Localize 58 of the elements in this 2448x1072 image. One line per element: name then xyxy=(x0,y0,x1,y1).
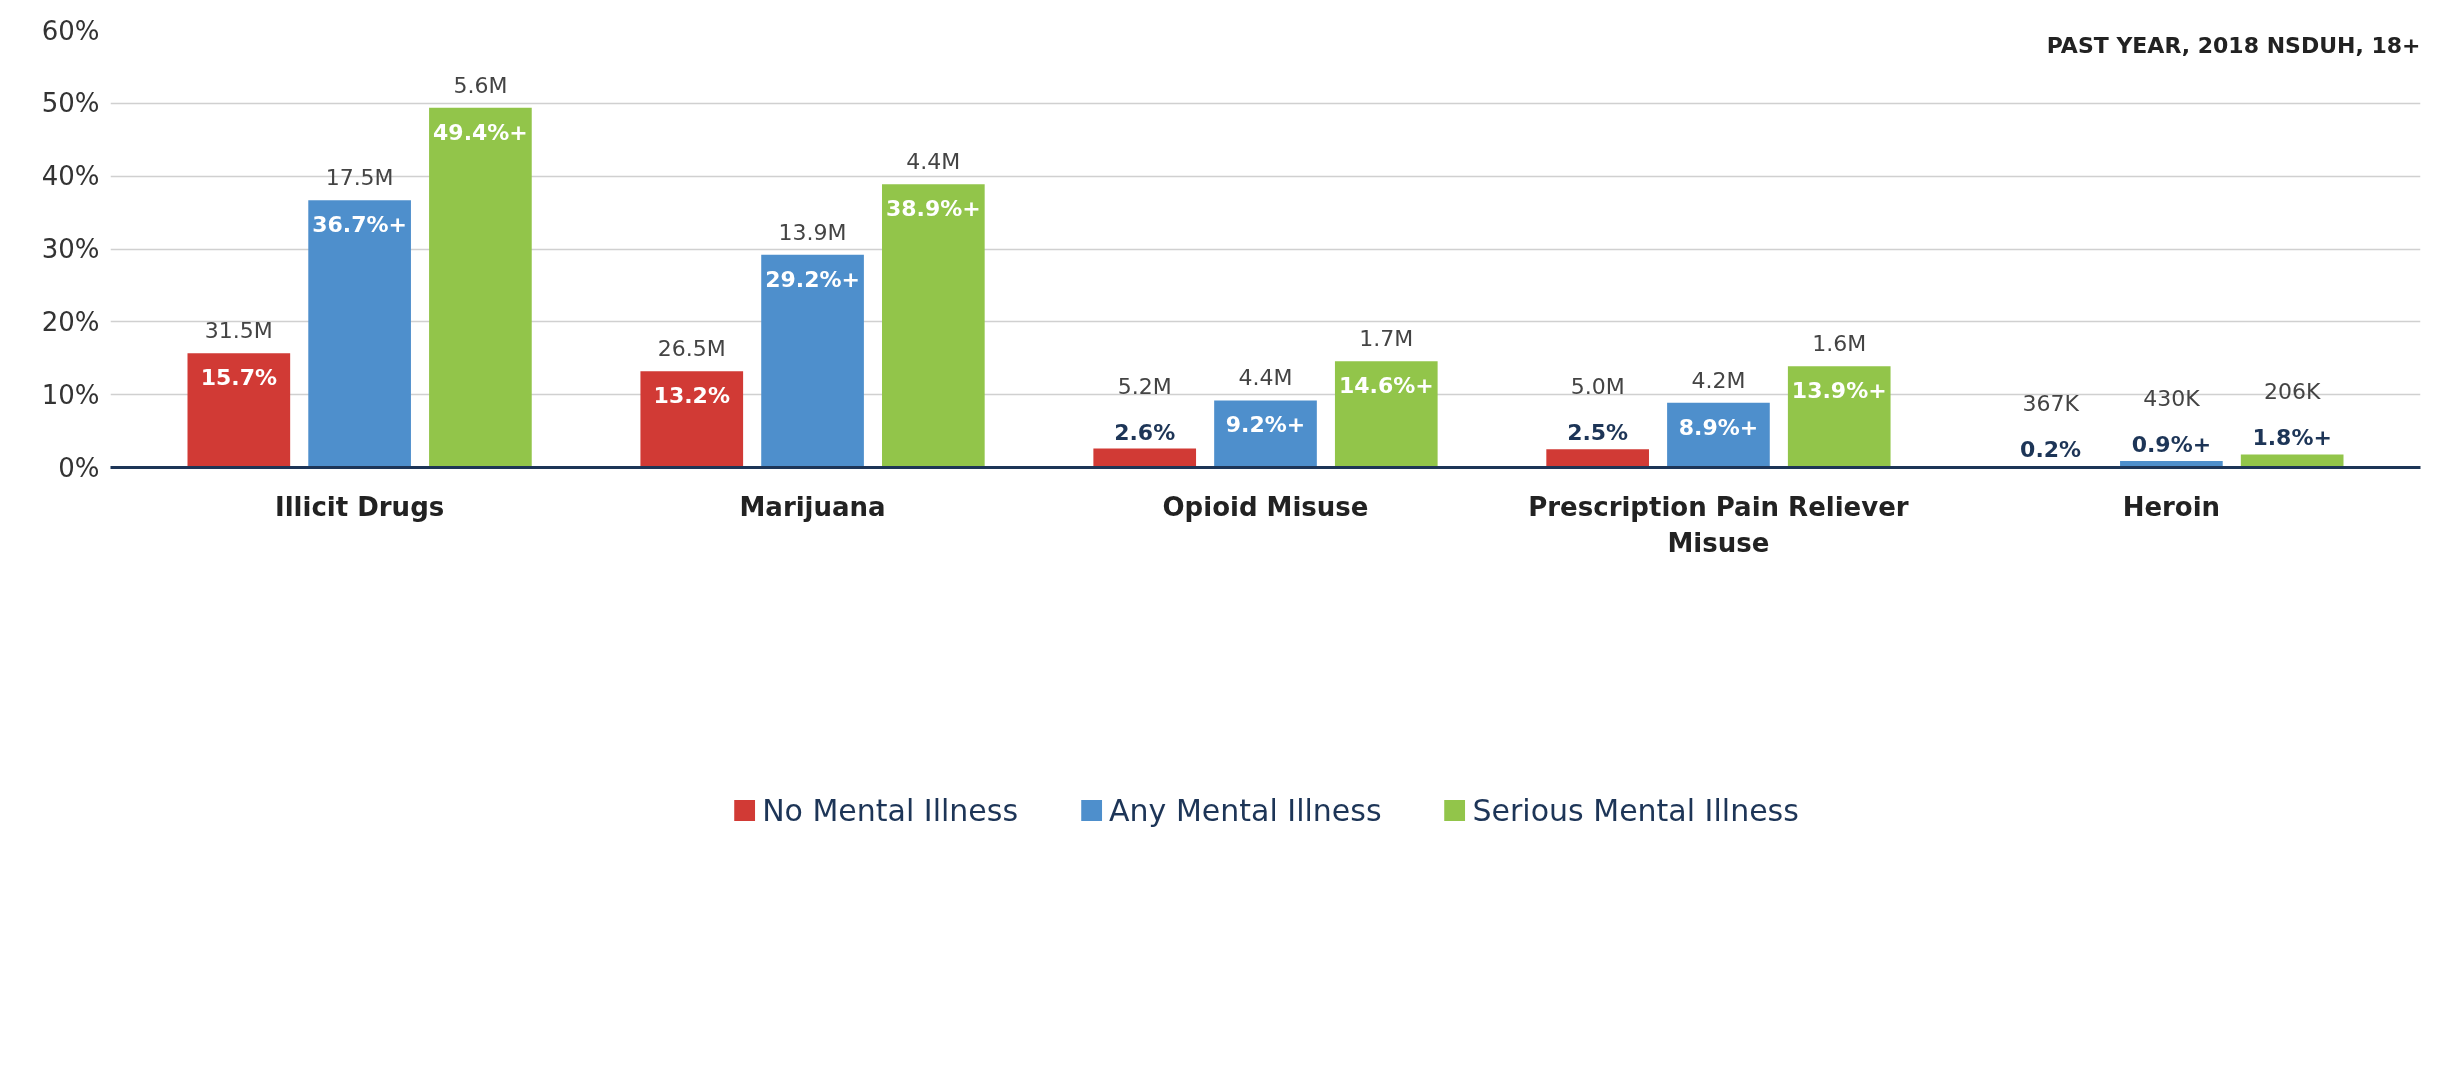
bar xyxy=(882,184,985,468)
data-label: 2.5% xyxy=(1567,420,1629,446)
data-label: 13.9%+ xyxy=(1791,378,1887,404)
data-label: 14.6%+ xyxy=(1338,373,1434,399)
data-label: 0.9%+ xyxy=(2131,431,2212,457)
annotation: 1.6M xyxy=(1812,331,1867,357)
bar xyxy=(640,371,744,468)
y-tick-label: 30% xyxy=(41,234,100,264)
bar xyxy=(1093,448,1197,468)
legend-label: No Mental Illness xyxy=(762,792,1019,828)
x-tick-label: Marijuana xyxy=(739,491,886,522)
annotation: 26.5M xyxy=(657,336,726,362)
bar xyxy=(1787,366,1891,468)
y-tick-label: 60% xyxy=(41,15,100,46)
y-tick-label: 20% xyxy=(41,306,100,337)
annotation: 1.7M xyxy=(1359,326,1414,352)
y-tick-label: 10% xyxy=(41,379,100,410)
annotation: 5.6M xyxy=(453,72,508,98)
data-label: 9.2%+ xyxy=(1225,412,1306,438)
data-label: 2.6% xyxy=(1114,419,1176,445)
bar xyxy=(308,200,411,468)
annotation: 4.2M xyxy=(1691,367,1746,393)
bar xyxy=(187,353,291,468)
bar xyxy=(1214,400,1317,468)
bar xyxy=(429,107,532,468)
annotation: 367K xyxy=(2022,391,2080,417)
legend-label: Any Mental Illness xyxy=(1109,792,1382,828)
legend-label: Serious Mental Illness xyxy=(1472,792,1799,828)
data-label: 13.2% xyxy=(653,383,730,409)
data-label: 36.7%+ xyxy=(312,212,407,238)
annotation: 17.5M xyxy=(325,165,394,191)
bar xyxy=(761,254,864,468)
bar xyxy=(1334,361,1438,468)
annotation: 31.5M xyxy=(204,318,273,344)
y-tick-label: 40% xyxy=(41,161,100,192)
annotation: PAST YEAR, 2018 NSDUH, 18+ xyxy=(2046,32,2421,58)
bar xyxy=(2240,454,2344,468)
annotation: 430K xyxy=(2143,385,2201,411)
data-label: 0.2% xyxy=(2020,437,2082,463)
data-label: 38.9%+ xyxy=(885,196,981,222)
data-label: 1.8%+ xyxy=(2252,425,2332,451)
y-tick-label: 0% xyxy=(58,452,100,483)
annotation: 206K xyxy=(2263,379,2321,405)
annotation: 4.4M xyxy=(906,149,961,175)
data-label: 15.7% xyxy=(200,365,277,391)
annotation: 5.0M xyxy=(1570,374,1625,400)
x-tick-label: Illicit Drugs xyxy=(275,491,445,522)
x-tick-label: Prescription Pain Reliever Misuse xyxy=(1528,491,1909,558)
annotation: 4.4M xyxy=(1238,365,1293,391)
x-tick-label: Opioid Misuse xyxy=(1162,491,1369,522)
annotation: 5.2M xyxy=(1117,373,1172,399)
x-tick-label: Heroin xyxy=(2122,491,2221,522)
data-label: 29.2%+ xyxy=(765,266,860,292)
data-label: 8.9%+ xyxy=(1678,414,1759,440)
y-tick-label: 50% xyxy=(41,88,100,119)
data-label: 49.4%+ xyxy=(433,119,528,145)
bar xyxy=(1546,449,1649,468)
annotation: 13.9M xyxy=(778,219,847,245)
